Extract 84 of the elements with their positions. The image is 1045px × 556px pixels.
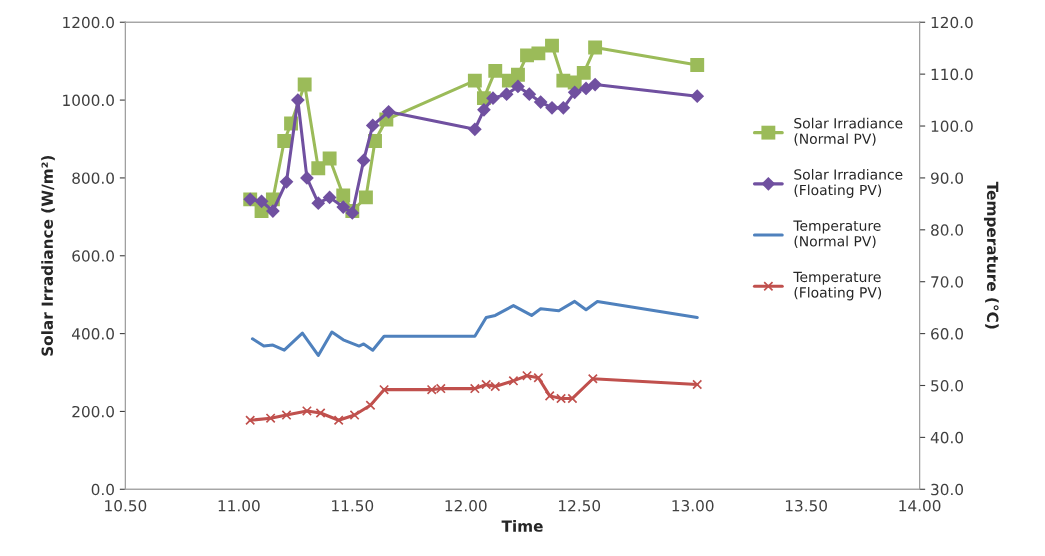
point: [499, 87, 514, 102]
point: [579, 81, 593, 96]
point: [511, 67, 525, 82]
point: [576, 65, 591, 80]
y2-tick-label: 40.0: [930, 431, 964, 444]
point: [690, 89, 705, 104]
point: [567, 85, 582, 100]
y-tick-label: 0.0: [91, 483, 114, 496]
point: [545, 38, 559, 53]
y-tick-label: 800.0: [72, 172, 114, 184]
point: [544, 390, 555, 401]
legend-label: Temperature (Floating PV): [793, 271, 882, 301]
legend-label: Temperature (Normal PV): [793, 220, 881, 249]
legend-label: Solar Irradiance (Floating PV): [794, 168, 903, 198]
point: [356, 153, 371, 168]
x-tick-label: 13.50: [785, 499, 827, 512]
point: [254, 194, 269, 209]
point: [486, 91, 500, 106]
y-tick-label: 1000.0: [63, 94, 114, 107]
point: [381, 104, 396, 119]
line-series: [250, 299, 699, 357]
point: [556, 100, 571, 115]
point: [277, 134, 292, 148]
y-tick-label: 600.0: [72, 250, 114, 262]
point: [290, 93, 305, 107]
point: [315, 407, 326, 418]
point: [297, 77, 312, 92]
y2-tick-label: 30.0: [931, 483, 964, 496]
x-axis-title: Time: [501, 520, 543, 532]
point: [300, 171, 314, 185]
y-tick-label: 400.0: [71, 328, 114, 340]
x-tick-label: 12.00: [445, 499, 487, 512]
point: [588, 77, 602, 92]
point: [488, 63, 503, 78]
y-tick-label: 1200.0: [63, 16, 114, 29]
point: [587, 373, 598, 384]
point: [265, 413, 276, 424]
point: [365, 400, 376, 411]
y-tick-label: 200.0: [72, 405, 114, 418]
point: [522, 87, 537, 102]
point: [365, 118, 380, 133]
point: [322, 190, 337, 205]
y2-tick-label: 90.0: [930, 172, 964, 184]
point: [508, 375, 519, 386]
y-axis-title: Solar Irradiance (W/m²): [41, 156, 55, 356]
point: [301, 405, 312, 416]
point: [358, 190, 373, 205]
legend-label: Solar Irradiance (Normal PV): [794, 117, 903, 146]
y2-tick-label: 120.0: [931, 16, 973, 29]
point: [533, 95, 548, 109]
point: [511, 79, 525, 94]
point: [322, 151, 337, 166]
point: [336, 200, 351, 214]
point: [469, 383, 480, 394]
point: [311, 196, 326, 211]
point: [690, 58, 705, 72]
y2-axis-title: Temperature (°C): [983, 181, 999, 329]
point: [588, 40, 603, 55]
y2-tick-label: 110.0: [931, 68, 973, 81]
point: [467, 122, 482, 137]
point: [279, 174, 294, 189]
point: [531, 46, 546, 61]
point: [311, 161, 326, 176]
point: [692, 379, 703, 390]
y2-tick-label: 80.0: [931, 224, 964, 236]
point: [545, 100, 559, 115]
point: [333, 415, 344, 426]
point: [245, 415, 256, 426]
x-tick-label: 14.00: [899, 499, 941, 512]
y2-tick-label: 100.0: [931, 120, 973, 133]
point: [379, 384, 390, 395]
point: [281, 410, 292, 421]
point: [477, 102, 491, 117]
x-tick-label: 11.00: [218, 499, 260, 512]
point: [349, 410, 360, 421]
x-tick-label: 13.00: [672, 499, 714, 512]
y2-tick-label: 70.0: [931, 276, 964, 288]
y2-tick-label: 60.0: [931, 328, 964, 340]
x-tick-label: 10.50: [105, 499, 147, 512]
x-tick-label: 12.50: [559, 499, 601, 512]
point: [467, 73, 482, 88]
y2-tick-label: 50.0: [931, 379, 964, 392]
point: [336, 188, 351, 203]
x-tick-label: 11.50: [332, 499, 374, 512]
